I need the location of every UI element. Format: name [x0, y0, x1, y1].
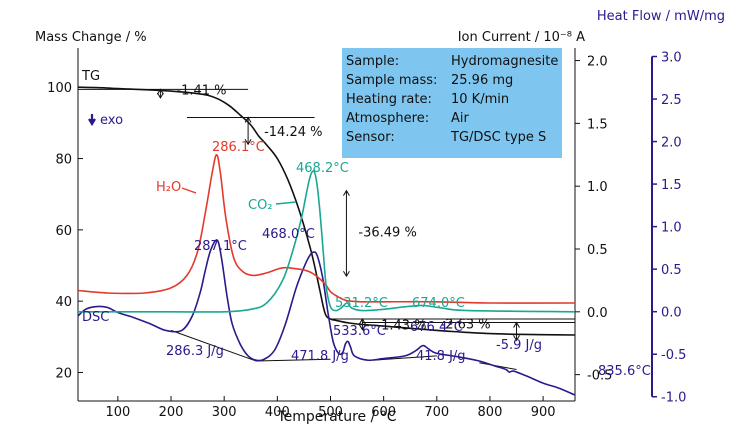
- info-row-key: Sample mass:: [346, 73, 437, 88]
- x-tick-label: 200: [159, 405, 184, 420]
- info-row-key: Heating rate:: [346, 92, 432, 107]
- tg-step-marker: -14.24 %: [186, 116, 323, 146]
- peak-annotation: 835.6°C: [598, 364, 651, 379]
- mass-tick-label: 40: [55, 295, 72, 310]
- x-tick-label: 100: [105, 405, 130, 420]
- x-tick-label: 700: [424, 405, 449, 420]
- info-row-value: TG/DSC type S: [450, 130, 546, 145]
- info-row-key: Sensor:: [346, 130, 395, 145]
- dsc-baseline: [372, 355, 437, 361]
- x-axis-title: Temperature / °C: [276, 409, 396, 425]
- series-dsc-line: [77, 239, 576, 396]
- x-tick-label: 600: [371, 405, 396, 420]
- series-ho-line: [77, 153, 576, 304]
- heat-tick-label: 3.0: [661, 51, 682, 66]
- peak-annotation: 287.1°C: [194, 239, 247, 254]
- info-row-value: 25.96 mg: [451, 73, 513, 88]
- mass-tick-label: 100: [47, 81, 72, 96]
- step-label: -14.24 %: [264, 125, 322, 140]
- series-tg-line: [77, 86, 576, 336]
- heat-tick-label: 2.0: [661, 136, 682, 151]
- peak-annotation: 533.6°C: [333, 324, 386, 339]
- peak-annotation: 674.0°C: [412, 296, 465, 311]
- ion-tick-label: 2.0: [587, 55, 608, 70]
- peak-annotation: 286.3 J/g: [166, 344, 224, 359]
- step-label: -36.49 %: [358, 225, 416, 240]
- x-tick-label: 800: [478, 405, 503, 420]
- heat-tick-label: 1.5: [661, 178, 682, 193]
- h2o-label: H₂O: [156, 180, 181, 195]
- dsc-label: DSC: [82, 310, 109, 325]
- mass-tick-label: 20: [55, 366, 72, 381]
- heat-tick-label: 2.5: [661, 93, 682, 108]
- tg-label: TG: [81, 69, 100, 84]
- peak-annotation: 471.8 J/g: [291, 349, 349, 364]
- mass-axis-title: Mass Change / %: [35, 30, 147, 45]
- step-arrow-head-up: [244, 116, 252, 123]
- tg-step-marker: -2.63 %: [362, 317, 575, 342]
- exo-arrow-icon: [88, 114, 96, 127]
- ion-tick-label: -0.5: [587, 369, 612, 384]
- peak-annotation: 41.8 J/g: [416, 349, 466, 364]
- info-row-key: Sample:: [346, 54, 399, 69]
- sample-info-box: Sample: Hydromagnesite Sample mass: 25.96 m…: [342, 48, 562, 158]
- mass-tick-label: 80: [55, 153, 72, 168]
- series-co-line: [77, 170, 576, 313]
- peak-annotation: 468.2°C: [296, 161, 349, 176]
- ion-tick-label: 1.5: [587, 117, 608, 132]
- info-row-value: Hydromagnesite: [451, 54, 558, 69]
- heat-tick-label: -1.0: [661, 391, 686, 406]
- step-arrow-head-up: [156, 88, 164, 95]
- x-tick-label: 400: [265, 405, 290, 420]
- ion-tick-label: 0.0: [587, 306, 608, 321]
- tg-step-marker: -1.41 %: [78, 84, 249, 99]
- step-arrow-head-up: [513, 321, 520, 328]
- step-arrow-head-down: [244, 139, 252, 146]
- peak-annotation: 468.0°C: [262, 227, 315, 242]
- step-label: -2.63 %: [441, 317, 491, 332]
- step-arrow-head-down: [358, 324, 366, 331]
- heat-tick-label: -0.5: [661, 348, 686, 363]
- peak-annotation: -5.9 J/g: [496, 338, 542, 353]
- x-tick-label: 500: [318, 405, 343, 420]
- step-arrow-head-down: [343, 270, 350, 278]
- ion-tick-label: 1.0: [587, 180, 608, 195]
- co2-label: CO₂: [248, 198, 273, 213]
- info-row-key: Atmosphere:: [346, 111, 429, 126]
- heat-tick-label: 0.5: [661, 263, 682, 278]
- info-row-value: Air: [451, 111, 470, 126]
- x-tick-label: 300: [212, 405, 237, 420]
- heat-tick-label: 0.0: [661, 306, 682, 321]
- mass-tick-label: 60: [55, 224, 72, 239]
- ion-axis-title: Ion Current / 10⁻⁸ A: [458, 30, 585, 45]
- step-arrow-head-down: [156, 92, 164, 99]
- peak-annotation: 676.4°C: [410, 320, 463, 335]
- h2o-label-pointer: [181, 187, 197, 194]
- peak-annotation: 531.2°C: [335, 296, 388, 311]
- tg-step-marker: -36.49 %: [343, 189, 417, 278]
- ion-tick-label: 0.5: [587, 243, 608, 258]
- step-arrow-head-up: [343, 189, 350, 196]
- co2-label-pointer: [275, 201, 297, 205]
- exo-label: exo: [100, 113, 123, 128]
- step-label: -1.41 %: [176, 84, 226, 99]
- sample-info-background: [342, 48, 562, 158]
- info-row-value: 10 K/min: [451, 92, 509, 107]
- heat-axis-title: Heat Flow / mW/mg: [597, 9, 725, 24]
- peak-annotation: 286.1°C: [212, 140, 265, 155]
- heat-tick-label: 1.0: [661, 221, 682, 236]
- step-arrow-head-down: [513, 335, 520, 342]
- x-tick-label: 900: [531, 405, 556, 420]
